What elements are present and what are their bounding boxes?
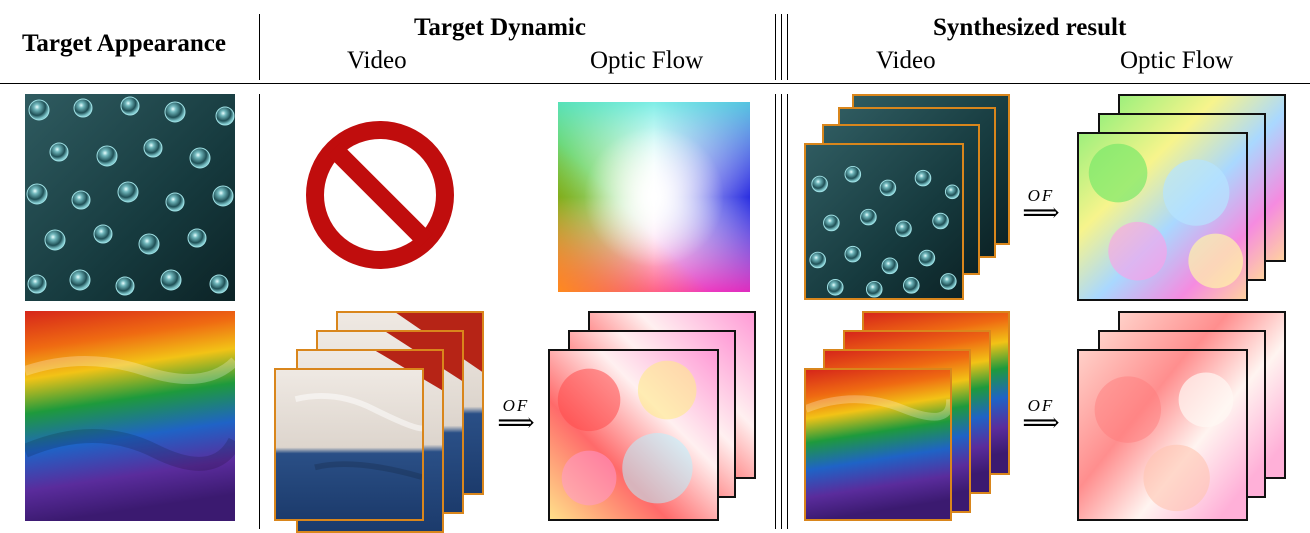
divider-header-1 [259,14,260,80]
divider-body-2b [781,94,782,529]
synth-flow2-frame-1 [1077,349,1248,521]
of-label-row2-dynamic: OF [502,396,530,415]
of-label-row1: OF [1027,186,1055,205]
synth-rainbow-frame-1 [804,368,952,521]
rainbow-flag-appearance-image [25,311,235,521]
optic-flow-color-wheel [558,102,750,292]
divider-body-2c [787,94,788,529]
dynamic-flow-frame-1 [548,349,719,521]
dynamic-video-frame-1 [274,368,424,521]
of-arrow-row2-synth-icon: ⟹ [1022,408,1060,437]
header-synthesized-result: Synthesized result [933,14,1127,41]
synth-bubble-frame-1 [804,143,964,300]
of-arrow-row2-dynamic-icon: ⟹ [497,408,535,437]
divider-header-2a [775,14,776,80]
header-rule [0,83,1310,84]
header-optic-flow-synth: Optic Flow [1120,47,1234,74]
divider-body-2a [775,94,776,529]
header-target-appearance: Target Appearance [22,30,226,57]
of-arrow-row1-icon: ⟹ [1022,198,1060,227]
of-label-row2-synth: OF [1027,396,1055,415]
header-target-dynamic: Target Dynamic [414,14,586,41]
divider-body-1 [259,94,260,529]
divider-header-2c [787,14,788,80]
bubbles-appearance-image [25,94,235,301]
prohibition-icon [303,118,457,272]
header-video-synth: Video [876,47,936,74]
header-optic-flow-dynamic: Optic Flow [590,47,704,74]
divider-header-2b [781,14,782,80]
header-video-dynamic: Video [347,47,407,74]
synth-flow-frame-1 [1077,132,1248,301]
